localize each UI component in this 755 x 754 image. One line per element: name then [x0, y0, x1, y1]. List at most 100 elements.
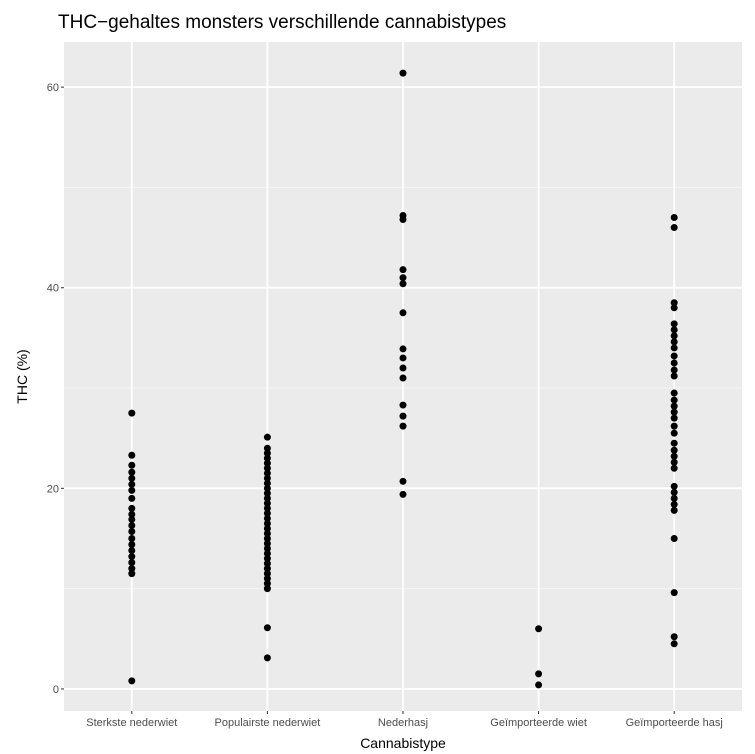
- y-tick-label: 20: [47, 483, 59, 495]
- data-point: [399, 354, 407, 362]
- data-point: [263, 519, 271, 527]
- data-point: [128, 451, 136, 459]
- data-point: [263, 449, 271, 457]
- data-point: [670, 396, 678, 404]
- data-point: [263, 624, 271, 632]
- data-point: [263, 529, 271, 537]
- data-point: [128, 677, 136, 685]
- data-point: [399, 364, 407, 372]
- data-point: [263, 494, 271, 502]
- data-point: [263, 585, 271, 593]
- data-point: [535, 681, 543, 689]
- data-point: [128, 468, 136, 476]
- data-point: [263, 565, 271, 573]
- x-tick-label: Nederhasj: [378, 717, 428, 729]
- data-point: [263, 454, 271, 462]
- x-tick-label: Populairste nederwiet: [215, 717, 321, 729]
- data-point: [263, 534, 271, 542]
- data-point: [128, 510, 136, 518]
- data-point: [263, 464, 271, 472]
- data-point: [128, 534, 136, 542]
- data-point: [263, 555, 271, 563]
- data-point: [670, 633, 678, 641]
- data-point: [399, 490, 407, 498]
- data-point: [670, 304, 678, 312]
- x-tick-label: Sterkste nederwiet: [86, 717, 177, 729]
- data-point: [263, 474, 271, 482]
- data-point: [263, 560, 271, 568]
- data-point: [128, 521, 136, 529]
- data-point: [128, 486, 136, 494]
- data-point: [670, 402, 678, 410]
- data-point: [263, 433, 271, 441]
- data-point: [535, 625, 543, 633]
- data-point: [263, 459, 271, 467]
- data-point: [263, 524, 271, 532]
- data-point: [263, 504, 271, 512]
- data-point: [263, 469, 271, 477]
- y-tick-label: 0: [53, 684, 59, 696]
- data-point: [263, 654, 271, 662]
- x-tick-label: Geïmporteerde wiet: [490, 717, 587, 729]
- data-point: [128, 504, 136, 512]
- x-axis: Sterkste nederwiet Populairste nederwiet N…: [86, 711, 723, 729]
- data-point: [670, 408, 678, 416]
- data-point: [263, 575, 271, 583]
- data-point: [399, 309, 407, 317]
- data-point: [399, 266, 407, 274]
- points-layer: [128, 69, 678, 689]
- data-point: [263, 539, 271, 547]
- data-point: [670, 534, 678, 542]
- data-point: [670, 452, 678, 460]
- data-point: [128, 480, 136, 488]
- data-point: [263, 484, 271, 492]
- data-point: [263, 545, 271, 553]
- data-point: [670, 352, 678, 360]
- data-point: [128, 527, 136, 535]
- data-point: [263, 580, 271, 588]
- data-point: [263, 550, 271, 558]
- data-point: [670, 458, 678, 466]
- data-point: [670, 344, 678, 352]
- data-point: [670, 464, 678, 472]
- chart-title: THC−gehaltes monsters verschillende cann…: [58, 12, 507, 33]
- data-point: [399, 345, 407, 353]
- data-point: [670, 359, 678, 367]
- data-point: [128, 461, 136, 469]
- data-point: [670, 366, 678, 374]
- grid-layer: [64, 42, 742, 711]
- data-point: [128, 494, 136, 502]
- data-point: [399, 274, 407, 282]
- data-point: [670, 506, 678, 514]
- data-point: [399, 422, 407, 430]
- data-point: [128, 474, 136, 482]
- data-point: [128, 559, 136, 567]
- data-point: [399, 412, 407, 420]
- data-point: [128, 409, 136, 417]
- y-tick-label: 40: [47, 283, 59, 295]
- y-axis-title: THC (%): [14, 349, 30, 403]
- data-point: [263, 570, 271, 578]
- data-point: [670, 488, 678, 496]
- y-axis: 0 20 40 60: [47, 82, 64, 696]
- data-point: [263, 479, 271, 487]
- x-tick-label: Geïmporteerde hasj: [626, 717, 723, 729]
- data-point: [128, 565, 136, 573]
- data-point: [670, 320, 678, 328]
- data-point: [670, 439, 678, 447]
- data-point: [670, 482, 678, 490]
- data-point: [670, 372, 678, 380]
- data-point: [263, 499, 271, 507]
- data-point: [670, 429, 678, 437]
- data-point: [670, 589, 678, 597]
- data-point: [670, 214, 678, 222]
- data-point: [399, 401, 407, 409]
- x-axis-title: Cannabistype: [360, 735, 446, 751]
- data-point: [670, 389, 678, 397]
- data-point: [670, 326, 678, 334]
- data-point: [670, 422, 678, 430]
- data-point: [128, 547, 136, 555]
- data-point: [128, 515, 136, 523]
